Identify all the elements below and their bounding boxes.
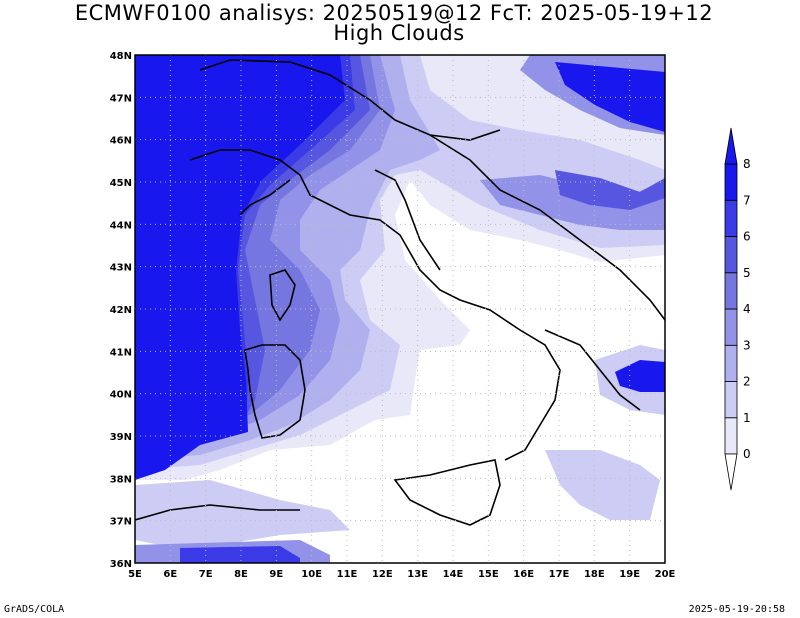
graticule — [135, 55, 665, 563]
latitude-label: 37N — [110, 517, 132, 528]
longitude-label: 13E — [407, 569, 428, 580]
longitude-label: 10E — [301, 569, 322, 580]
cloud-band-bottom-core — [180, 546, 300, 563]
longitude-label: 6E — [163, 569, 177, 580]
footer-timestamp: 2025-05-19-20:58 — [688, 604, 785, 615]
map-title: ECMWF0100 analisys: 20250519@12 FcT: 202… — [74, 1, 714, 25]
cloud-level-8 — [135, 55, 345, 480]
longitude-label: 7E — [199, 569, 213, 580]
longitude-labels: 5E 6E 7E 8E 9E 10E 11E 12E 13E 14E 15E 16E 17E 18E 19E… — [128, 569, 675, 580]
longitude-label: 20E — [655, 569, 676, 580]
latitude-label: 39N — [110, 432, 132, 443]
longitude-label: 9E — [269, 569, 283, 580]
colorbar-segment — [724, 344, 738, 382]
latitude-label: 42N — [110, 305, 132, 316]
longitude-label: 14E — [443, 569, 464, 580]
longitude-label: 15E — [478, 569, 499, 580]
longitude-label: 16E — [513, 569, 534, 580]
colorbar-label: 4 — [743, 302, 751, 316]
longitude-label: 8E — [234, 569, 248, 580]
footer-credit: GrADS/COLA — [4, 604, 65, 615]
coastlines — [135, 59, 665, 526]
latitude-label: 45N — [110, 178, 132, 189]
latitude-label: 43N — [110, 263, 132, 274]
colorbar-label: 1 — [743, 411, 751, 425]
longitude-label: 18E — [584, 569, 605, 580]
colorbar-segment — [724, 236, 738, 274]
map-frame — [134, 54, 666, 564]
colorbar-arrow-down — [724, 453, 738, 491]
colorbar: 0 1 2 3 4 5 6 7 8 — [724, 127, 751, 491]
map-subtitle: High Clouds — [333, 21, 465, 45]
latitude-label: 36N — [110, 559, 132, 570]
colorbar-segment — [724, 163, 738, 201]
latitude-label: 46N — [110, 136, 132, 147]
cloud-patch-balkans-core — [555, 170, 665, 210]
latitude-label: 40N — [110, 390, 132, 401]
colorbar-label: 6 — [743, 230, 751, 244]
colorbar-segment — [724, 308, 738, 346]
colorbar-label: 0 — [743, 447, 751, 461]
longitude-label: 17E — [549, 569, 570, 580]
colorbar-segment — [724, 381, 738, 419]
longitude-label: 19E — [619, 569, 640, 580]
latitude-label: 47N — [110, 93, 132, 104]
cloud-field — [135, 55, 665, 563]
latitude-label: 38N — [110, 474, 132, 485]
colorbar-label: 2 — [743, 375, 751, 389]
colorbar-segment — [724, 417, 738, 455]
latitude-label: 41N — [110, 347, 132, 358]
latitude-labels: 48N 47N 46N 45N 44N 43N 42N 41N 40N 39N 38N 37N 36N — [110, 51, 132, 570]
cloud-band-southwest — [135, 480, 350, 545]
colorbar-label: 7 — [743, 193, 751, 207]
latitude-label: 48N — [110, 51, 132, 62]
colorbar-segment — [724, 272, 738, 310]
colorbar-label: 5 — [743, 266, 751, 280]
colorbar-segment — [724, 199, 738, 237]
cloud-patch-south — [545, 450, 660, 520]
latitude-label: 44N — [110, 220, 132, 231]
colorbar-label: 3 — [743, 338, 751, 352]
colorbar-label: 8 — [743, 157, 751, 171]
longitude-label: 5E — [128, 569, 142, 580]
longitude-label: 11E — [337, 569, 358, 580]
cloud-patch-ionian-core — [615, 360, 665, 392]
colorbar-arrow-up — [724, 127, 738, 165]
cloud-patch-balkans — [480, 175, 665, 230]
longitude-label: 12E — [372, 569, 393, 580]
